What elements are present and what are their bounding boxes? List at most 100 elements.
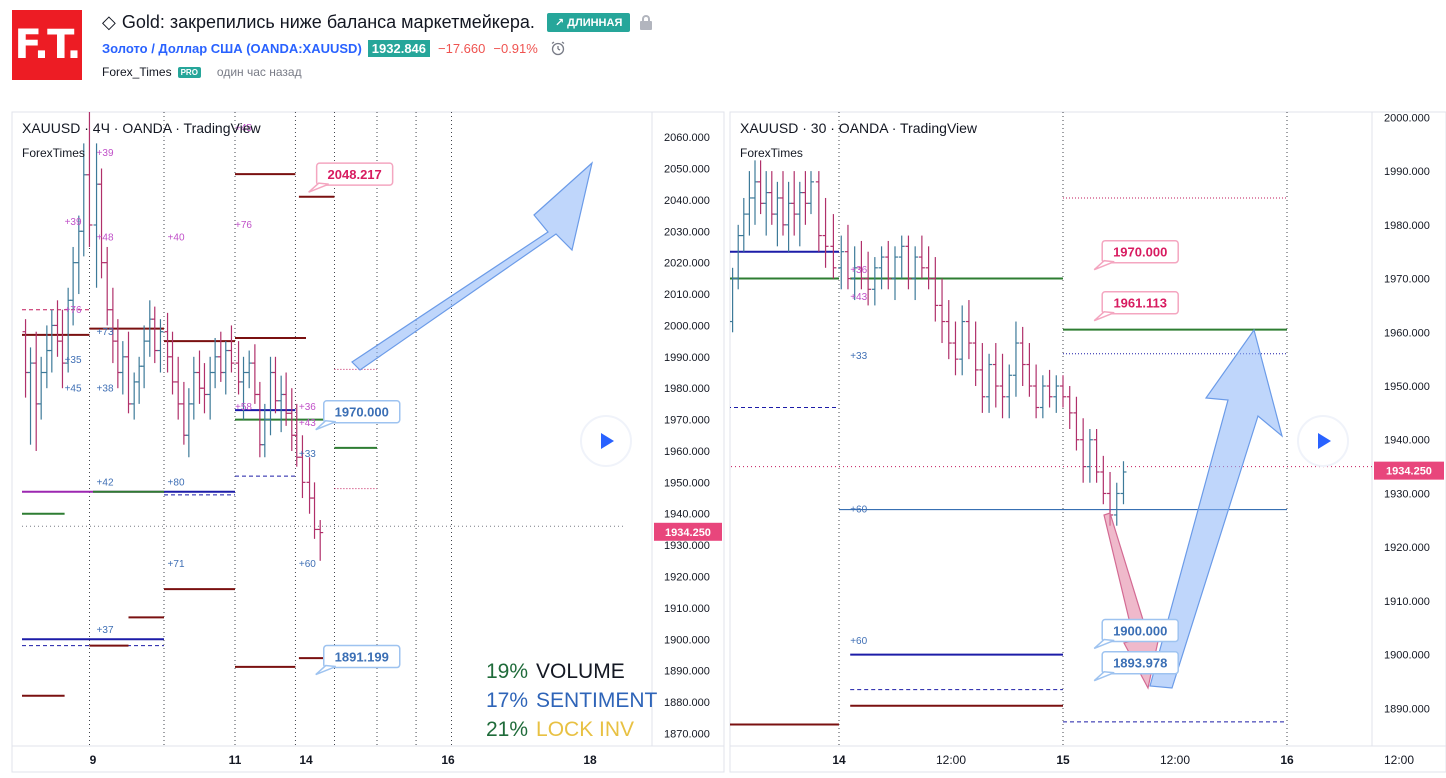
stat-pct: 17% xyxy=(486,689,528,712)
author-name[interactable]: Forex_Times xyxy=(102,65,172,79)
callout-text: 1961.113 xyxy=(1113,296,1167,311)
candle xyxy=(780,171,786,236)
play-button[interactable] xyxy=(1297,415,1349,467)
candle xyxy=(1053,375,1060,413)
volume-tag: +42 xyxy=(97,477,114,488)
y-tick-label: 1990.000 xyxy=(1384,166,1430,178)
volume-tag: +76 xyxy=(235,220,252,231)
current-price-tag xyxy=(1374,461,1444,480)
candle xyxy=(1039,375,1046,419)
candle xyxy=(999,353,1006,419)
y-tick-label: 1950.000 xyxy=(664,477,710,489)
y-tick-label: 1970.000 xyxy=(664,415,710,427)
candle xyxy=(1093,429,1100,483)
play-icon[interactable] xyxy=(1318,433,1331,449)
volume-tag: +38 xyxy=(97,383,114,394)
forecast-arrow-up[interactable] xyxy=(351,161,594,371)
stat-line: 19% VOLUME xyxy=(486,660,625,683)
volume-tag: +80 xyxy=(168,477,185,488)
candle xyxy=(932,257,939,322)
candle xyxy=(918,235,925,279)
candle xyxy=(1033,364,1040,419)
candle xyxy=(141,325,148,389)
volume-tag: +35 xyxy=(65,355,82,366)
callout-text: 1891.199 xyxy=(335,650,389,665)
alarm-icon[interactable] xyxy=(550,40,566,56)
y-tick-label: 1940.000 xyxy=(1384,435,1430,447)
candle xyxy=(293,403,300,467)
candle xyxy=(151,306,158,364)
y-tick-label: 1960.000 xyxy=(664,446,710,458)
callout-text: 2048.217 xyxy=(328,167,382,182)
y-tick-label: 1900.000 xyxy=(664,634,710,646)
candle xyxy=(898,235,905,279)
idea-title[interactable]: Gold: закрепились ниже баланса маркетмей… xyxy=(121,11,535,32)
stat-pct: 19% xyxy=(486,660,528,683)
candle xyxy=(228,325,235,373)
price-callout[interactable]: 1970.000 xyxy=(1093,239,1179,271)
y-tick-label: 1990.000 xyxy=(664,352,710,364)
forecast-arrow-up[interactable] xyxy=(1149,328,1284,689)
diamond-icon: ◇ xyxy=(102,11,116,32)
pro-badge: PRO xyxy=(177,66,201,78)
volume-tag: +45 xyxy=(65,383,82,394)
volume-tag: +48 xyxy=(97,233,114,244)
candle xyxy=(283,372,290,426)
candle xyxy=(791,171,798,236)
candle xyxy=(992,343,999,408)
candle xyxy=(925,246,932,290)
y-tick-label: 2010.000 xyxy=(664,289,710,301)
chart-watermark: ForexTimes xyxy=(740,146,803,160)
volume-tag: +71 xyxy=(168,559,185,570)
candle xyxy=(190,356,197,420)
candle xyxy=(1073,396,1080,451)
candle xyxy=(735,224,742,290)
play-icon[interactable] xyxy=(601,433,614,449)
candle xyxy=(945,300,952,360)
play-button[interactable] xyxy=(580,415,632,467)
candle xyxy=(86,112,93,247)
y-tick-label: 1930.000 xyxy=(664,540,710,552)
volume-tag: +60 xyxy=(850,636,867,647)
chart-watermark: ForexTimes xyxy=(22,146,85,160)
candle xyxy=(272,356,279,414)
price-callout[interactable]: 1970.000 xyxy=(315,399,401,431)
chart-label: XAUUSD · 4Ч · OANDA · TradingView xyxy=(22,120,261,136)
x-tick-label: 14 xyxy=(832,753,846,767)
price-callout[interactable]: 1891.199 xyxy=(315,644,401,676)
price-callout[interactable]: 1893.978 xyxy=(1093,650,1179,682)
stat-pct: 21% xyxy=(486,718,528,741)
price-callout[interactable]: 1900.000 xyxy=(1093,618,1179,650)
y-tick-label: 1960.000 xyxy=(1384,327,1430,339)
stat-line: 21% LOCK INV xyxy=(486,718,634,741)
candle xyxy=(986,353,993,413)
volume-tag: +39 xyxy=(65,217,82,228)
x-tick-label: 18 xyxy=(583,753,597,767)
candle xyxy=(757,160,764,215)
candle xyxy=(822,197,829,268)
price-callout[interactable]: 1961.113 xyxy=(1093,290,1179,322)
current-price-label: 1934.250 xyxy=(665,527,711,539)
candle xyxy=(939,278,946,344)
price-callout[interactable]: 2048.217 xyxy=(308,162,394,193)
symbol-link[interactable]: Золото / Доллар США (OANDA:XAUUSD) xyxy=(102,40,362,56)
last-price: 1932.846 xyxy=(367,39,431,57)
forextimes-logo[interactable]: F.T. xyxy=(12,10,82,80)
x-tick-label: 12:00 xyxy=(1160,753,1190,767)
callout-text: 1970.000 xyxy=(1113,245,1167,260)
y-tick-label: 1880.000 xyxy=(664,697,710,709)
candle xyxy=(885,240,892,290)
candle xyxy=(1120,461,1127,505)
candle xyxy=(774,181,781,247)
volume-tag: +76 xyxy=(65,305,82,316)
volume-tag: +45 xyxy=(235,123,252,134)
y-tick-label: 2050.000 xyxy=(664,163,710,175)
candle xyxy=(752,160,758,225)
y-tick-label: 1950.000 xyxy=(1384,381,1430,393)
chart-label: XAUUSD · 30 · OANDA · TradingView xyxy=(740,120,978,136)
candle xyxy=(808,171,814,215)
candle xyxy=(48,309,55,373)
candle xyxy=(212,337,219,389)
y-tick-label: 1870.000 xyxy=(664,728,710,740)
candle xyxy=(70,246,77,326)
